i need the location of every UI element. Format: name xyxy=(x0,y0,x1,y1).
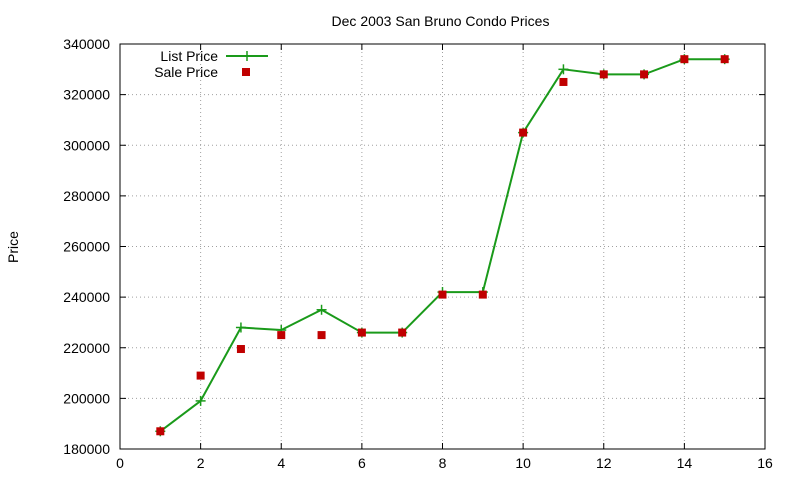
y-tick-label: 220000 xyxy=(63,340,110,356)
y-axis-label: Price xyxy=(5,231,21,263)
sale-price-point xyxy=(236,345,245,354)
sale-price-point xyxy=(156,427,165,436)
sale-price-point xyxy=(478,290,487,299)
series-line-list-price xyxy=(159,58,725,433)
list-price-point xyxy=(558,64,569,75)
sale-price-point xyxy=(196,371,205,380)
sale-price-point xyxy=(640,70,649,79)
sale-price-point xyxy=(599,70,608,79)
y-tick-label: 240000 xyxy=(63,289,110,305)
y-tick-label: 260000 xyxy=(63,239,110,255)
legend-label-sale-price: Sale Price xyxy=(154,64,218,80)
axes-layer: 0 2 4 6 8 10 12 14 16 180000 200000 220000 240000 260… xyxy=(63,36,773,471)
legend-layer: List Price Sale Price xyxy=(154,48,268,80)
x-tick-label: 2 xyxy=(197,455,205,471)
x-tick-label: 16 xyxy=(757,455,773,471)
x-tick-label: 12 xyxy=(596,455,612,471)
y-tick-label: 300000 xyxy=(63,137,110,153)
y-tick-label: 320000 xyxy=(63,87,110,103)
sale-price-point xyxy=(559,77,568,86)
list-price-point xyxy=(316,304,327,315)
y-tick-label: 280000 xyxy=(63,188,110,204)
list-price-point xyxy=(195,395,206,406)
grid-layer xyxy=(120,44,765,449)
sale-price-point xyxy=(317,331,326,340)
x-tick-label: 0 xyxy=(116,455,124,471)
x-tick-label: 14 xyxy=(677,455,693,471)
y-tick-label: 340000 xyxy=(63,36,110,52)
sale-price-point xyxy=(680,55,689,64)
x-tick-label: 6 xyxy=(358,455,366,471)
sale-price-point xyxy=(438,290,447,299)
list-price-point xyxy=(235,322,246,333)
legend-label-list-price: List Price xyxy=(160,48,218,64)
sale-price-point xyxy=(398,328,407,337)
sale-price-point xyxy=(357,328,366,337)
y-tick-label: 180000 xyxy=(63,441,110,457)
series-layer xyxy=(155,54,730,437)
sale-price-point xyxy=(277,331,286,340)
chart-title: Dec 2003 San Bruno Condo Prices xyxy=(332,13,550,29)
sale-price-point xyxy=(519,128,528,137)
y-tick-label: 200000 xyxy=(63,390,110,406)
legend-swatch-sale-price xyxy=(242,68,250,76)
x-tick-label: 10 xyxy=(515,455,531,471)
sale-price-point xyxy=(720,55,729,64)
x-tick-label: 8 xyxy=(439,455,447,471)
x-tick-label: 4 xyxy=(277,455,285,471)
